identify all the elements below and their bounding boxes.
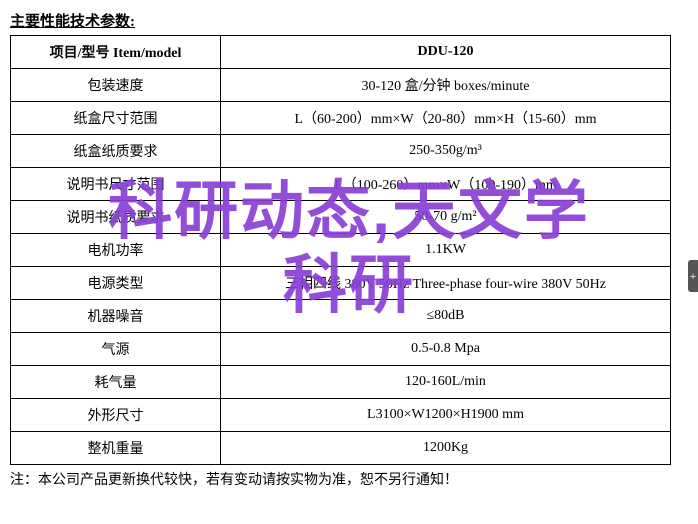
- table-row: 纸盒尺寸范围 L（60-200）mm×W（20-80）mm×H（15-60）mm: [11, 102, 671, 135]
- table-row: 纸盒纸质要求 250-350g/m³: [11, 135, 671, 168]
- cell-label: 电源类型: [11, 267, 221, 300]
- table-row: 说明书纸质要求 50-70 g/m²: [11, 201, 671, 234]
- spec-table: 项目/型号 Item/model DDU-120 包装速度 30-120 盒/分…: [10, 35, 671, 465]
- cell-value: ≤80dB: [221, 300, 671, 333]
- table-row: 整机重量 1200Kg: [11, 432, 671, 465]
- cell-value: 1200Kg: [221, 432, 671, 465]
- cell-value: 120-160L/min: [221, 366, 671, 399]
- header-cell-item: 项目/型号 Item/model: [11, 36, 221, 69]
- cell-value: 30-120 盒/分钟 boxes/minute: [221, 69, 671, 102]
- cell-value: 0.5-0.8 Mpa: [221, 333, 671, 366]
- cell-value: 1.1KW: [221, 234, 671, 267]
- cell-label: 纸盒尺寸范围: [11, 102, 221, 135]
- cell-value: 三相四线 380V 50Hz Three-phase four-wire 380…: [221, 267, 671, 300]
- cell-label: 电机功率: [11, 234, 221, 267]
- cell-label: 外形尺寸: [11, 399, 221, 432]
- cell-label: 说明书尺寸范围: [11, 168, 221, 201]
- cell-value: L（60-200）mm×W（20-80）mm×H（15-60）mm: [221, 102, 671, 135]
- cell-label: 纸盒纸质要求: [11, 135, 221, 168]
- cell-label: 气源: [11, 333, 221, 366]
- side-expand-button[interactable]: +: [688, 260, 698, 292]
- table-row: 包装速度 30-120 盒/分钟 boxes/minute: [11, 69, 671, 102]
- table-row: 外形尺寸 L3100×W1200×H1900 mm: [11, 399, 671, 432]
- section-heading: 主要性能技术参数:: [10, 10, 688, 31]
- cell-label: 包装速度: [11, 69, 221, 102]
- header-cell-model: DDU-120: [221, 36, 671, 69]
- table-row: 电源类型 三相四线 380V 50Hz Three-phase four-wir…: [11, 267, 671, 300]
- cell-label: 机器噪音: [11, 300, 221, 333]
- table-header-row: 项目/型号 Item/model DDU-120: [11, 36, 671, 69]
- cell-label: 耗气量: [11, 366, 221, 399]
- table-row: 机器噪音 ≤80dB: [11, 300, 671, 333]
- table-row: 说明书尺寸范围 L（100-260）mm×W（100-190）mm: [11, 168, 671, 201]
- cell-value: 250-350g/m³: [221, 135, 671, 168]
- table-row: 耗气量 120-160L/min: [11, 366, 671, 399]
- cell-value: L（100-260）mm×W（100-190）mm: [221, 168, 671, 201]
- cell-label: 整机重量: [11, 432, 221, 465]
- table-row: 气源 0.5-0.8 Mpa: [11, 333, 671, 366]
- cell-value: 50-70 g/m²: [221, 201, 671, 234]
- cell-label: 说明书纸质要求: [11, 201, 221, 234]
- footnote: 注：本公司产品更新换代较快，若有变动请按实物为准，恕不另行通知！: [10, 469, 688, 489]
- table-row: 电机功率 1.1KW: [11, 234, 671, 267]
- cell-value: L3100×W1200×H1900 mm: [221, 399, 671, 432]
